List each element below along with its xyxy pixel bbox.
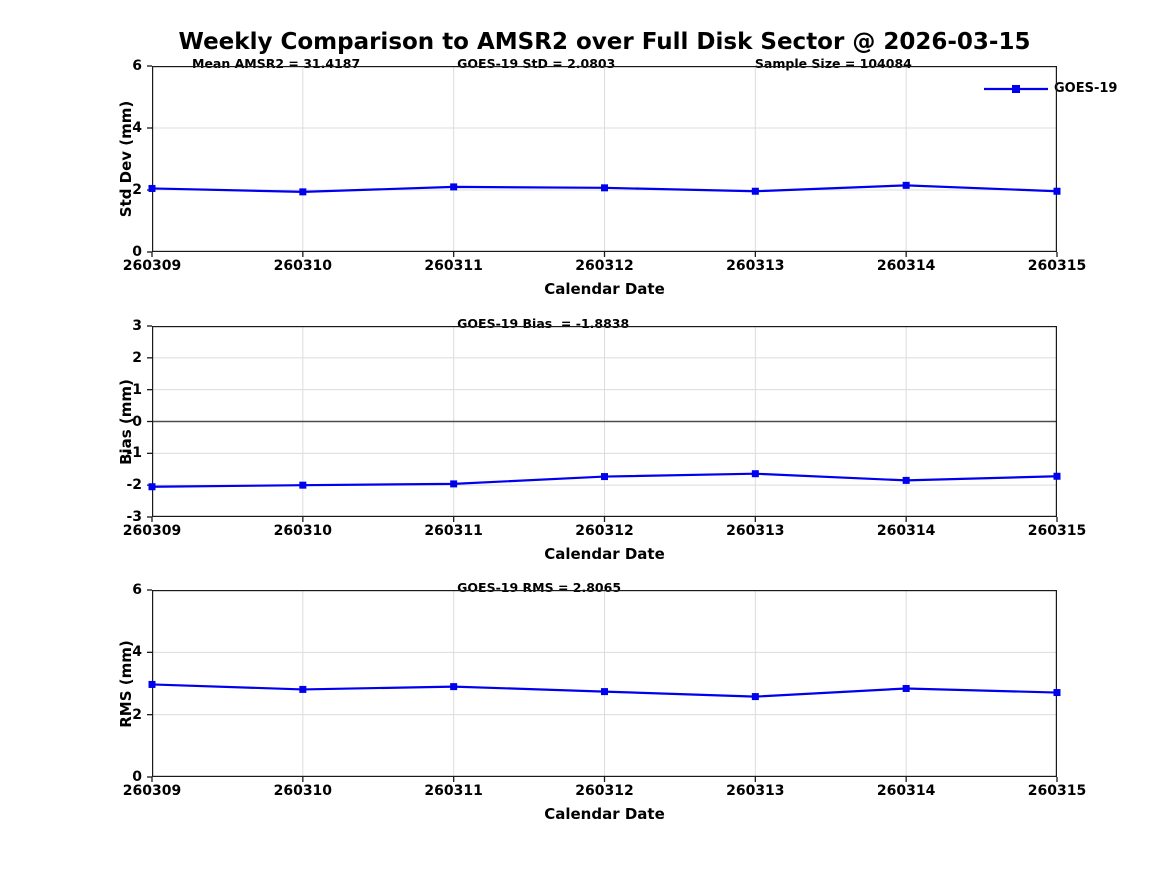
data-point-marker bbox=[902, 684, 910, 692]
legend-label: GOES-19 bbox=[1054, 81, 1118, 96]
x-tick-label: 260313 bbox=[726, 523, 785, 539]
x-tick-label: 260312 bbox=[575, 783, 634, 799]
y-tick-label: -2 bbox=[126, 477, 142, 494]
annotation-goes19-rms: GOES-19 RMS = 2.8065 bbox=[455, 580, 624, 595]
data-point-marker bbox=[148, 184, 156, 192]
x-tick-label: 260314 bbox=[876, 523, 936, 539]
axes-frame bbox=[152, 326, 1057, 518]
data-point-marker bbox=[1053, 472, 1061, 480]
data-point-marker bbox=[450, 683, 458, 691]
data-point-marker bbox=[450, 183, 458, 191]
x-tick-label: 260312 bbox=[575, 258, 634, 274]
y-tick-label: -3 bbox=[126, 509, 142, 525]
data-point-marker bbox=[751, 693, 759, 701]
y-tick-label: 0 bbox=[132, 413, 142, 430]
plot-canvas-2 bbox=[147, 589, 1061, 782]
x-tick-label: 260311 bbox=[424, 258, 483, 274]
x-tick-label: 260311 bbox=[424, 523, 483, 539]
y-tick-label: 4 bbox=[132, 120, 142, 136]
x-tick-label: 260315 bbox=[1027, 783, 1087, 799]
axes-frame bbox=[152, 66, 1057, 253]
data-point-marker bbox=[751, 470, 759, 478]
y-tick-label: 1 bbox=[132, 381, 142, 398]
data-point-marker bbox=[902, 181, 910, 189]
y-tick-label: -1 bbox=[126, 445, 142, 462]
legend: GOES-19 bbox=[984, 81, 1117, 96]
x-tick-label: 260309 bbox=[122, 783, 182, 799]
x-axis-label: Calendar Date bbox=[544, 280, 665, 298]
x-tick-label: 260315 bbox=[1027, 258, 1087, 274]
data-point-marker bbox=[299, 685, 307, 693]
plot-canvas-1 bbox=[147, 325, 1061, 522]
y-tick-label: 2 bbox=[132, 182, 142, 198]
x-tick-label: 260310 bbox=[273, 783, 333, 799]
data-point-marker bbox=[148, 483, 156, 491]
x-tick-label: 260310 bbox=[273, 258, 333, 274]
data-point-marker bbox=[299, 188, 307, 196]
annotation-goes19-bias: GOES-19 Bias = -1.8838 bbox=[455, 316, 632, 331]
y-tick-label: 0 bbox=[132, 769, 142, 785]
chart-title: Weekly Comparison to AMSR2 over Full Dis… bbox=[178, 29, 1031, 55]
data-point-marker bbox=[601, 473, 608, 481]
x-axis-label: Calendar Date bbox=[544, 545, 665, 563]
x-tick-label: 260315 bbox=[1027, 523, 1087, 539]
legend-line-marker-icon bbox=[984, 84, 1048, 93]
data-point-marker bbox=[148, 680, 156, 688]
x-tick-label: 260309 bbox=[122, 523, 182, 539]
y-tick-label: 0 bbox=[132, 244, 142, 260]
y-tick-label: 2 bbox=[132, 706, 142, 723]
data-point-marker bbox=[299, 481, 307, 489]
plot-canvas-0 bbox=[147, 65, 1061, 257]
x-tick-label: 260313 bbox=[726, 783, 785, 799]
data-point-marker bbox=[1053, 689, 1061, 697]
x-tick-label: 260312 bbox=[575, 523, 634, 539]
data-point-marker bbox=[450, 480, 458, 488]
x-tick-label: 260311 bbox=[424, 783, 483, 799]
data-point-marker bbox=[1053, 187, 1061, 195]
annotation-sample-size: Sample Size = 104084 bbox=[752, 56, 914, 71]
x-axis-label: Calendar Date bbox=[544, 805, 665, 823]
x-tick-label: 260309 bbox=[122, 258, 182, 274]
x-tick-label: 260314 bbox=[876, 783, 936, 799]
y-tick-label: 2 bbox=[132, 349, 142, 366]
x-tick-label: 260313 bbox=[726, 258, 785, 274]
data-point-marker bbox=[751, 187, 759, 195]
data-point-marker bbox=[601, 688, 608, 696]
y-tick-label: 6 bbox=[132, 582, 142, 598]
y-tick-label: 6 bbox=[132, 58, 142, 74]
data-point-marker bbox=[902, 476, 910, 484]
data-point-marker bbox=[601, 184, 608, 192]
x-tick-label: 260310 bbox=[273, 523, 333, 539]
y-tick-label: 4 bbox=[132, 644, 142, 661]
y-tick-label: 3 bbox=[132, 318, 142, 334]
annotation-goes19-std: GOES-19 StD = 2.0803 bbox=[455, 56, 618, 71]
x-tick-label: 260314 bbox=[876, 258, 936, 274]
annotation-mean-amsr2: Mean AMSR2 = 31.4187 bbox=[190, 56, 363, 71]
